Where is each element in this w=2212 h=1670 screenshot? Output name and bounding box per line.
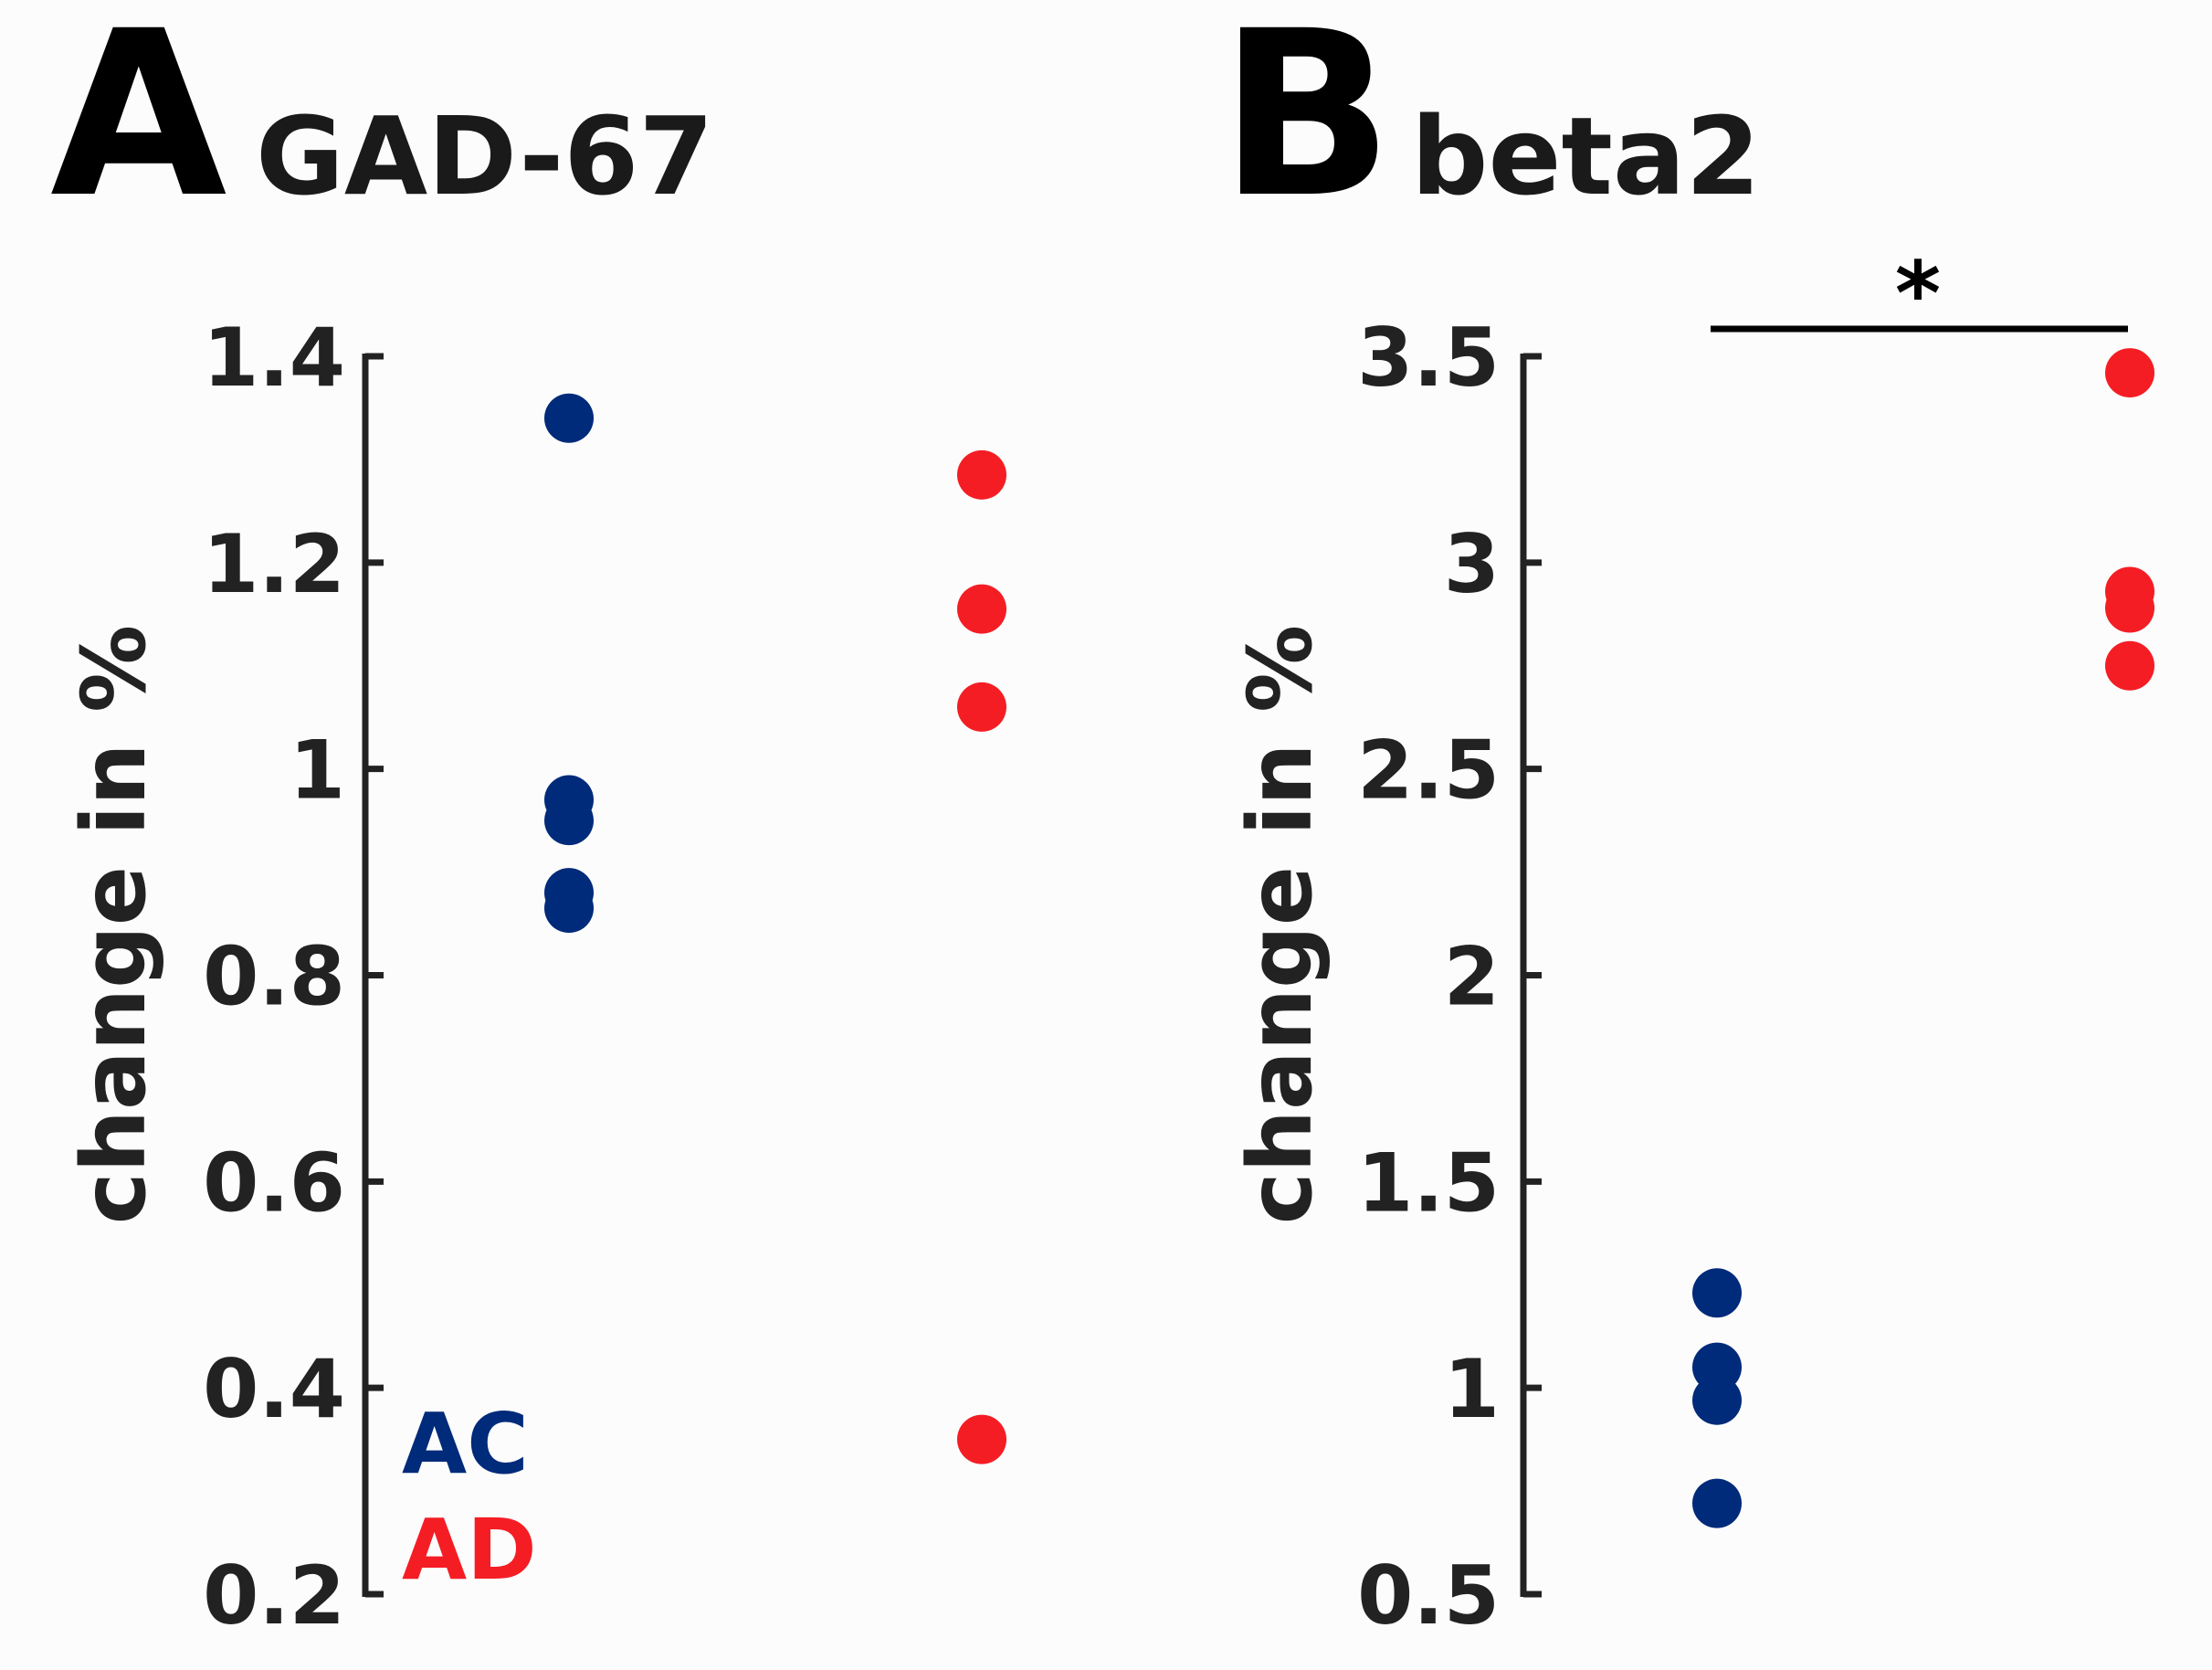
data-points-a <box>544 393 1006 1464</box>
data-point-ac-a <box>544 393 594 443</box>
y-tick-label-b: 2.5 <box>1357 724 1500 818</box>
panel-letter-a: A <box>50 0 226 248</box>
y-tick-label-b: 1.5 <box>1357 1136 1500 1230</box>
y-tick-label-a: 1.2 <box>203 517 345 611</box>
y-axis-label-b: change in % <box>1229 625 1332 1224</box>
y-tick-label-b: 0.5 <box>1357 1548 1500 1643</box>
y-axis-b: 0.5 1 1.5 2 2.5 3 3.5 <box>1357 311 1542 1643</box>
data-point-ad-a <box>957 584 1006 634</box>
data-point-ac-a <box>544 796 594 846</box>
panel-title-b: beta2 <box>1411 93 1761 219</box>
data-point-ad-a <box>957 1414 1006 1464</box>
y-tick-label-a: 0.6 <box>203 1136 345 1230</box>
panel-letter-b: B <box>1219 0 1394 248</box>
data-point-ad-b <box>2105 348 2154 398</box>
data-point-ad-b <box>2105 640 2154 691</box>
data-point-ac-b <box>1692 1478 1742 1528</box>
y-tick-label-b: 3 <box>1444 517 1500 611</box>
y-tick-label-b: 3.5 <box>1357 311 1500 405</box>
data-point-ac-a <box>544 883 594 934</box>
y-tick-label-a: 0.2 <box>203 1548 345 1643</box>
y-tick-label-b: 1 <box>1444 1342 1500 1436</box>
panel-a: A GAD-67 change in % 0.2 0.4 0.6 0.8 1 1.2 1.4… <box>50 0 1006 1643</box>
panel-title-a: GAD-67 <box>256 93 714 219</box>
data-points-b <box>1692 348 2154 1528</box>
y-tick-label-a: 0.8 <box>203 930 345 1024</box>
y-tick-label-a: 1.4 <box>203 311 345 405</box>
legend-label-ac: AC <box>402 1395 529 1493</box>
y-tick-label-a: 0.4 <box>203 1342 345 1436</box>
y-tick-label-a: 1 <box>290 724 345 818</box>
panel-b: B beta2 change in % 0.5 1 1.5 2 2.5 3 3.5 * <box>1219 0 2154 1643</box>
legend-label-ad: AD <box>402 1501 537 1599</box>
data-point-ad-a <box>957 449 1006 500</box>
significance-star: * <box>1895 243 1941 345</box>
y-axis-a: 0.2 0.4 0.6 0.8 1 1.2 1.4 <box>203 311 384 1643</box>
y-axis-label-a: change in % <box>63 625 165 1224</box>
data-point-ad-b <box>2105 583 2154 633</box>
data-point-ac-b <box>1692 1268 1742 1318</box>
y-tick-label-b: 2 <box>1444 930 1500 1024</box>
data-point-ac-b <box>1692 1375 1742 1425</box>
data-point-ad-a <box>957 682 1006 732</box>
